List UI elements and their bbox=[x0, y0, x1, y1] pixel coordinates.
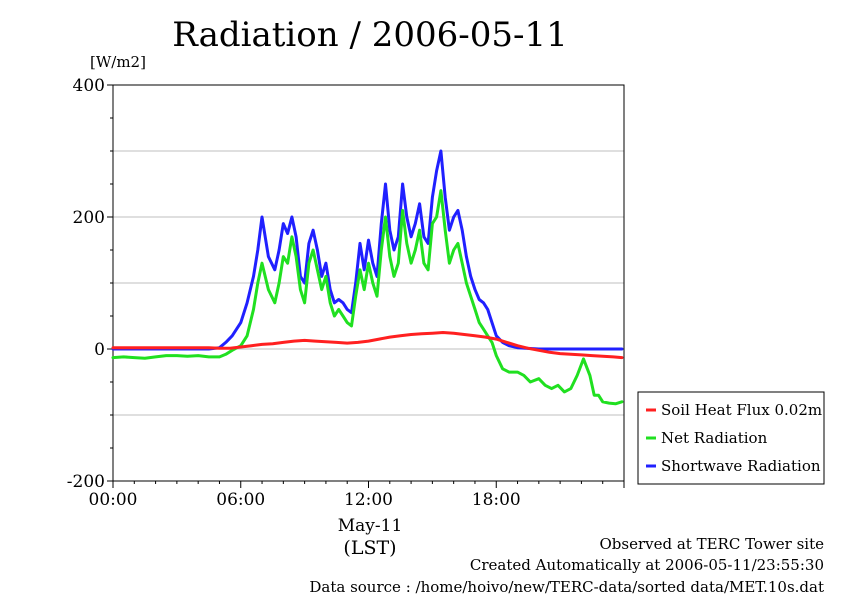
legend: Soil Heat Flux 0.02m Net Radiation Shortwa… bbox=[637, 391, 825, 485]
x-tick-label: 06:00 bbox=[216, 490, 265, 510]
series-line-soil-heat-flux-0-02m bbox=[111, 331, 624, 360]
x-tick-label: 12:00 bbox=[344, 490, 393, 510]
note-site: Observed at TERC Tower site bbox=[599, 535, 824, 553]
x-axis-unit: (LST) bbox=[343, 537, 396, 559]
y-tick-label: 400 bbox=[73, 76, 105, 96]
y-axis-label: [W/m2] bbox=[90, 53, 146, 71]
grid bbox=[113, 150, 624, 416]
x-axis-ticks: 00:00 06:00 12:00 18:00 bbox=[89, 481, 625, 510]
chart-title: Radiation / 2006-05-11 bbox=[172, 15, 568, 55]
y-tick-label: 0 bbox=[94, 340, 105, 360]
y-tick-label: -200 bbox=[67, 472, 105, 492]
note-source: Data source : /home/hoivo/new/TERC-data/… bbox=[309, 578, 824, 595]
legend-label: Shortwave Radiation bbox=[661, 457, 821, 475]
note-created: Created Automatically at 2006-05-11/23:5… bbox=[470, 556, 824, 574]
legend-box bbox=[637, 391, 825, 485]
x-axis-date: May-11 bbox=[338, 516, 403, 536]
y-tick-label: 200 bbox=[73, 208, 105, 228]
series-lines bbox=[111, 149, 624, 406]
y-axis-ticks: -200 0 200 400 bbox=[67, 76, 113, 492]
x-tick-label: 18:00 bbox=[472, 490, 521, 510]
x-tick-label: 00:00 bbox=[89, 490, 138, 510]
series-line-shortwave-radiation bbox=[111, 149, 624, 351]
series-line-net-radiation bbox=[111, 189, 624, 406]
legend-label: Net Radiation bbox=[661, 429, 768, 447]
legend-label: Soil Heat Flux 0.02m bbox=[661, 401, 822, 419]
